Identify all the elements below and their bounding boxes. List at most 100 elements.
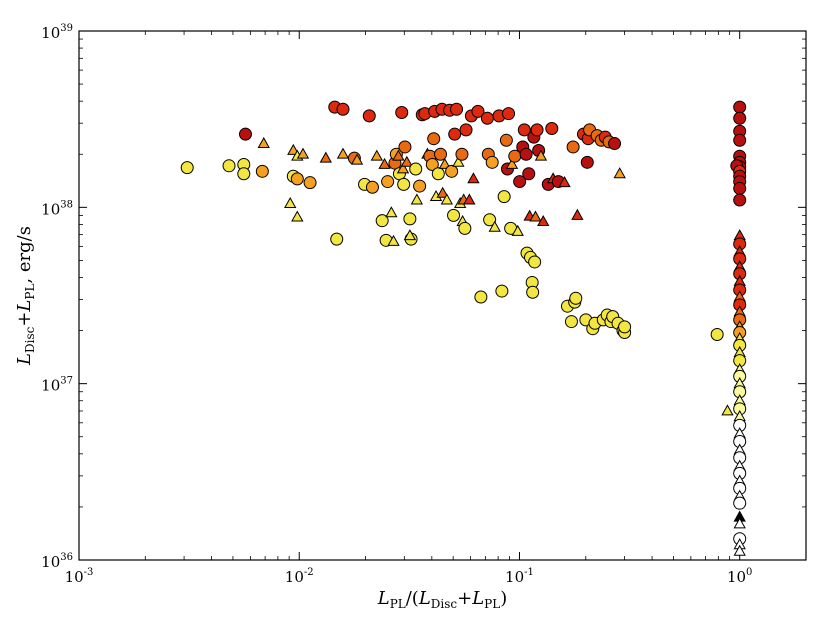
axis-labels: LPL/(LDisc+LPL) LDisc+LPL, erg/s	[14, 226, 507, 611]
circle-marker	[447, 208, 461, 222]
x-tick-label: 10-2	[285, 567, 314, 586]
circle-marker	[445, 164, 459, 178]
circle-marker	[502, 107, 516, 121]
triangle-marker	[392, 149, 405, 161]
y-axis-label: LDisc+LPL, erg/s	[14, 226, 37, 366]
triangle-marker	[534, 149, 548, 161]
circle-marker	[403, 212, 417, 226]
triangle-marker	[488, 220, 501, 232]
x-axis-label: LPL/(LDisc+LPL)	[377, 588, 508, 611]
triangle-marker	[410, 193, 424, 205]
data-markers	[180, 100, 747, 556]
circle-marker	[431, 167, 445, 181]
circle-marker	[448, 127, 462, 141]
triangle-marker	[571, 208, 584, 220]
circle-marker	[526, 285, 540, 299]
circle-marker	[290, 172, 304, 186]
circle-marker	[381, 175, 395, 189]
circle-marker	[513, 175, 527, 189]
triangle-marker	[558, 176, 571, 188]
circle-marker	[519, 147, 533, 161]
circle-marker	[362, 109, 376, 123]
circle-marker	[733, 181, 747, 195]
circle-marker	[222, 159, 236, 173]
circle-marker	[365, 180, 379, 194]
circle-marker	[471, 104, 485, 118]
circle-marker	[522, 167, 536, 181]
triangle-marker	[336, 147, 350, 159]
circle-marker	[618, 320, 632, 334]
circle-marker	[397, 177, 411, 191]
circle-marker	[480, 111, 494, 125]
triangle-marker	[438, 157, 451, 169]
circle-marker	[569, 291, 583, 305]
triangle-marker	[378, 157, 391, 169]
circle-marker	[474, 290, 488, 304]
y-tick-label: 1038	[41, 199, 73, 218]
circle-marker	[517, 123, 531, 137]
plot-frame	[78, 30, 807, 561]
triangle-marker	[733, 544, 746, 556]
circle-marker	[303, 176, 317, 190]
triangle-marker	[387, 234, 400, 246]
circle-marker	[413, 179, 427, 193]
circle-marker	[180, 161, 194, 175]
circle-marker	[564, 315, 578, 329]
triangle-marker	[296, 147, 310, 159]
circle-marker	[733, 111, 747, 125]
circle-marker	[545, 121, 559, 135]
circle-marker	[255, 164, 269, 178]
circle-marker	[434, 147, 448, 161]
triangle-marker	[733, 517, 746, 529]
x-tick-label: 100	[727, 567, 752, 586]
triangle-marker	[385, 206, 398, 218]
triangle-marker	[505, 157, 519, 169]
x-tick-label: 10-3	[65, 567, 94, 586]
circle-marker	[425, 157, 439, 171]
triangle-marker	[400, 155, 414, 167]
triangle-marker	[396, 162, 410, 174]
circle-marker	[733, 193, 747, 207]
triangle-marker	[257, 136, 270, 148]
y-tick-label: 1036	[41, 552, 73, 571]
circle-marker	[485, 155, 499, 169]
triangle-marker	[440, 193, 454, 205]
circle-marker	[566, 140, 580, 154]
circle-marker	[238, 127, 252, 141]
circle-marker	[395, 105, 409, 119]
major-ticks	[78, 30, 806, 561]
triangle-marker	[529, 210, 542, 222]
triangle-marker	[370, 149, 383, 161]
circle-marker	[398, 140, 412, 154]
circle-marker	[458, 221, 472, 235]
y-tick-label: 1037	[41, 376, 73, 395]
circle-marker	[710, 328, 724, 342]
x-tick-label: 10-1	[505, 567, 534, 586]
circle-marker	[409, 162, 423, 176]
circle-marker	[455, 147, 469, 161]
circle-marker	[336, 102, 350, 116]
circle-marker	[733, 100, 747, 114]
triangle-marker	[350, 153, 364, 165]
triangle-marker	[284, 196, 297, 209]
circle-marker	[580, 155, 594, 169]
tick-labels: 10-3 10-2 10-1 100 1036 1037 1038 1039	[41, 23, 752, 586]
triangle-marker	[463, 193, 476, 205]
circle-marker	[733, 133, 747, 147]
minor-ticks	[79, 31, 806, 560]
circle-marker	[483, 213, 497, 227]
y-tick-label: 1039	[41, 23, 73, 42]
circle-marker	[427, 132, 441, 146]
circle-marker	[375, 214, 389, 228]
circle-marker	[237, 167, 251, 181]
circle-marker	[733, 496, 747, 510]
triangle-marker	[436, 186, 449, 198]
circle-marker	[497, 190, 511, 204]
circle-marker	[459, 123, 473, 137]
triangle-marker	[452, 155, 465, 167]
triangle-marker	[291, 210, 304, 222]
circle-marker	[450, 102, 464, 116]
circle-marker	[499, 133, 513, 147]
